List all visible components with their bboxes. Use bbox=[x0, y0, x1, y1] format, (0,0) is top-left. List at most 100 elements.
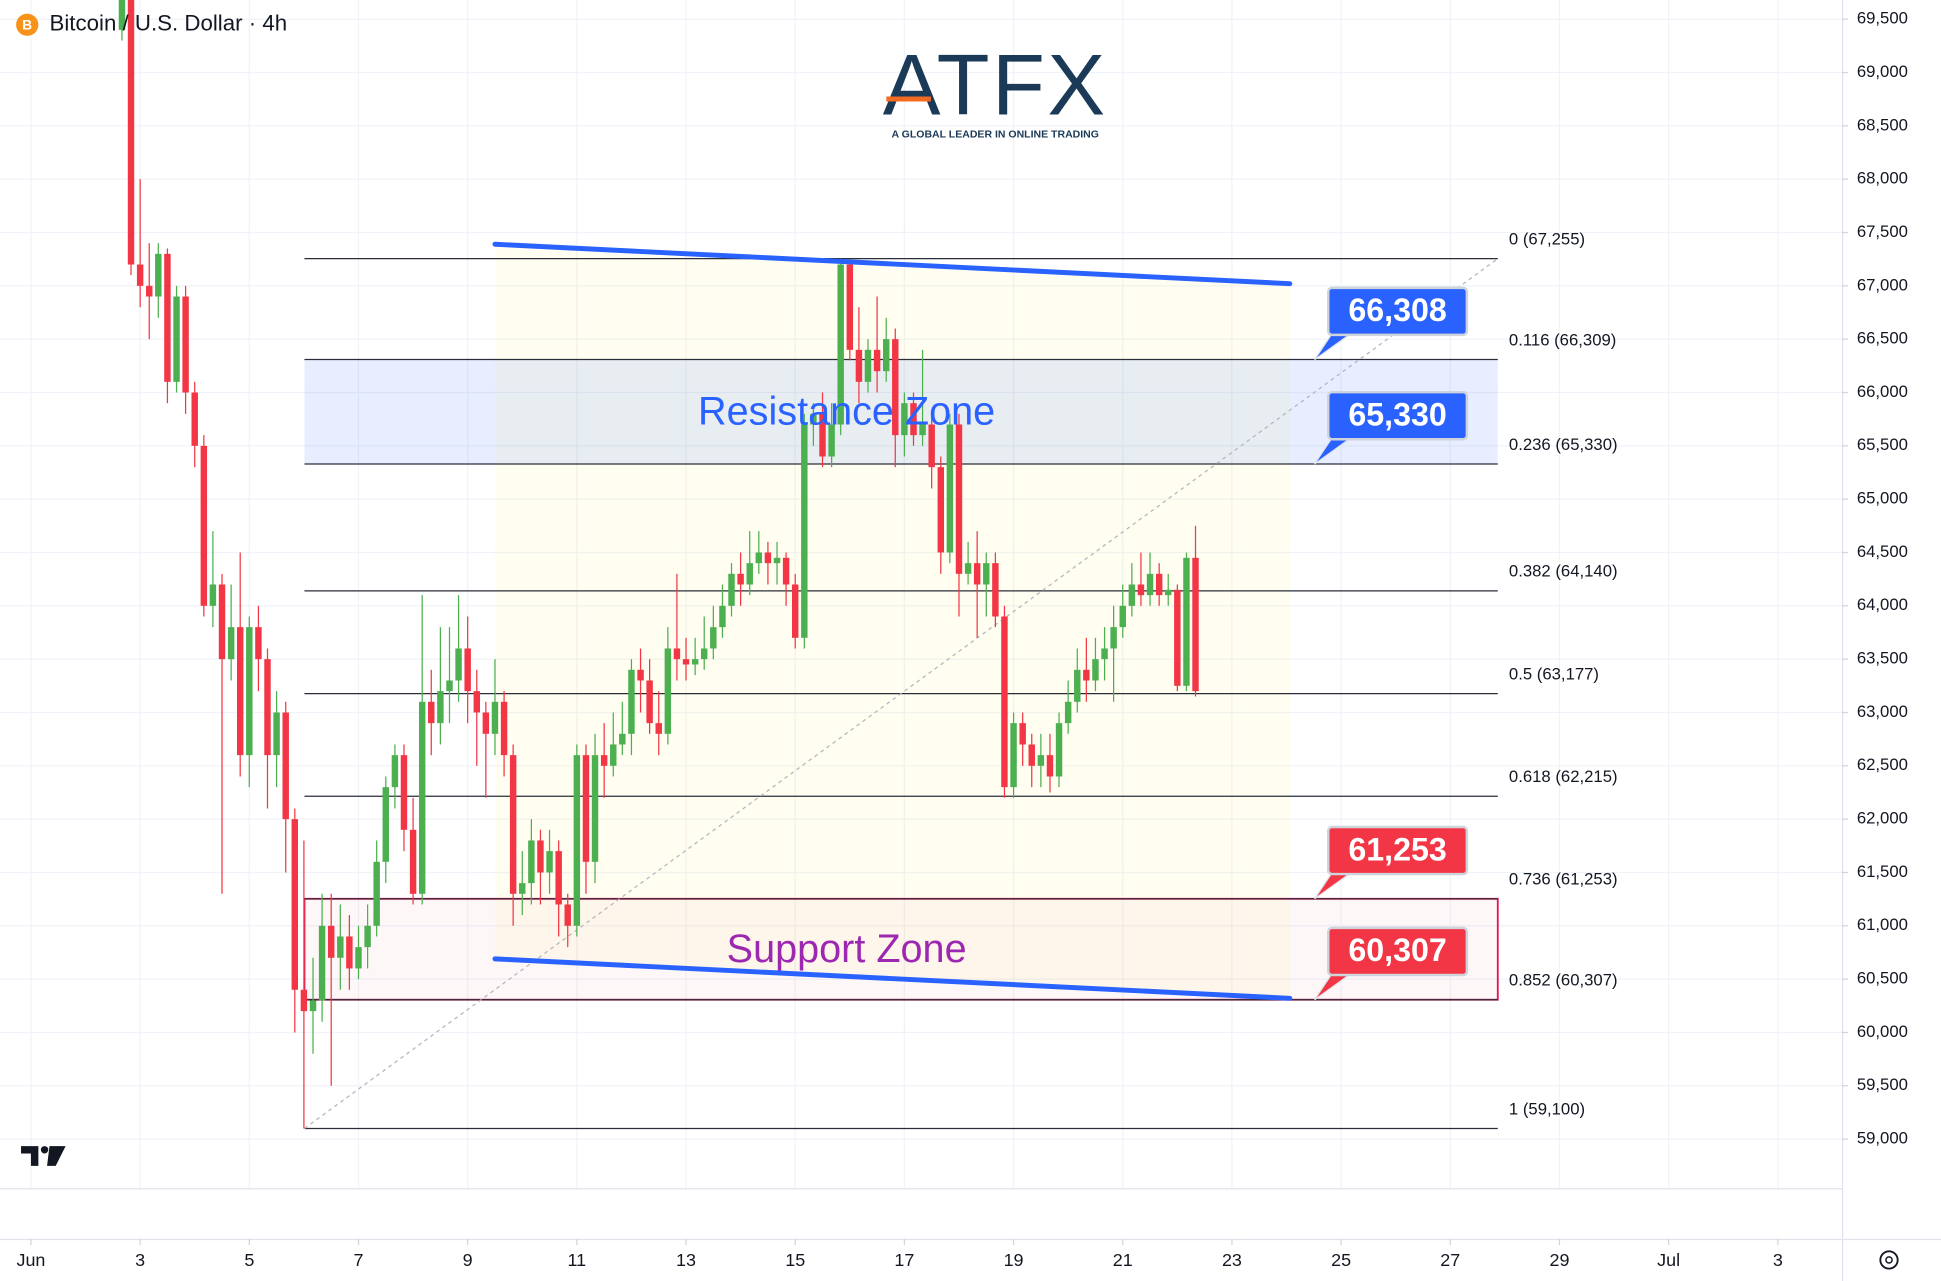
chart-title: Bitcoin / U.S. Dollar · 4h bbox=[50, 11, 288, 36]
candle-body bbox=[200, 445, 208, 606]
candle-body bbox=[1174, 589, 1181, 686]
settings-icon[interactable] bbox=[1879, 1250, 1899, 1270]
candle-body bbox=[446, 680, 453, 692]
settings-gear[interactable] bbox=[1879, 1250, 1899, 1270]
zone-label: Support Zone bbox=[727, 927, 967, 971]
y-tick-label: 59,000 bbox=[1857, 1129, 1908, 1148]
candle-body bbox=[946, 424, 954, 553]
fib-label: 0.382 (64,140) bbox=[1509, 562, 1618, 581]
candle-body bbox=[1083, 669, 1090, 681]
fib-label: 0.618 (62,215) bbox=[1509, 767, 1618, 786]
candle-body bbox=[546, 851, 553, 873]
candle-body bbox=[164, 253, 171, 382]
candle-body bbox=[1019, 723, 1026, 745]
candle-body bbox=[255, 627, 262, 660]
x-tick-label: 15 bbox=[785, 1250, 805, 1270]
fib-label: 1 (59,100) bbox=[1509, 1099, 1585, 1118]
candle-body bbox=[391, 755, 399, 788]
candle-body bbox=[1028, 744, 1035, 766]
candle-body bbox=[737, 573, 744, 585]
fib-label: 0.852 (60,307) bbox=[1509, 971, 1618, 990]
candle-body bbox=[337, 936, 344, 958]
fib-diagonal bbox=[304, 258, 1499, 1129]
bitcoin-icon bbox=[16, 13, 39, 36]
candle-body bbox=[500, 701, 508, 756]
callout-box bbox=[1327, 825, 1469, 876]
bitcoin-icon-glyph: B bbox=[22, 18, 32, 33]
candle-body bbox=[710, 627, 717, 649]
y-tick-label: 64,000 bbox=[1857, 595, 1908, 614]
candle-body bbox=[591, 755, 599, 862]
y-tick-label: 60,500 bbox=[1857, 969, 1908, 988]
candle-body bbox=[191, 392, 198, 446]
zone bbox=[304, 359, 1498, 464]
candle-body bbox=[455, 648, 462, 681]
candle-body bbox=[418, 701, 426, 894]
candle-body bbox=[1064, 701, 1072, 724]
candle-body bbox=[1046, 755, 1054, 777]
candle-body bbox=[555, 851, 562, 905]
callout-box bbox=[1327, 390, 1469, 441]
candle-body bbox=[664, 648, 672, 734]
fib-label: 0 (67,255) bbox=[1509, 230, 1585, 249]
candle-body bbox=[473, 691, 481, 713]
candle-body bbox=[246, 627, 253, 756]
y-tick-label: 64,500 bbox=[1857, 542, 1908, 561]
callout-label: 60,307 bbox=[1348, 932, 1446, 968]
candle-body bbox=[373, 861, 380, 926]
candle-body bbox=[491, 701, 499, 734]
candle-body bbox=[528, 840, 535, 884]
logo: ATFX bbox=[883, 37, 1108, 133]
y-tick-label: 69,500 bbox=[1857, 9, 1908, 28]
candle-body bbox=[355, 947, 362, 969]
candle-body bbox=[437, 691, 444, 724]
candles bbox=[118, 0, 1199, 1129]
fib-label: 0.116 (66,309) bbox=[1509, 330, 1616, 349]
candle-body bbox=[791, 584, 799, 638]
candle-body bbox=[1092, 659, 1099, 681]
candle-body bbox=[637, 669, 644, 681]
candle-body bbox=[983, 563, 990, 585]
candle-body bbox=[1165, 589, 1172, 596]
y-tick-label: 65,500 bbox=[1857, 435, 1908, 454]
candle-body bbox=[819, 413, 826, 457]
x-tick-label: 25 bbox=[1331, 1250, 1351, 1270]
candle-body bbox=[782, 557, 790, 585]
candle-body bbox=[619, 733, 626, 745]
candle-body bbox=[1137, 584, 1145, 596]
candle-body bbox=[136, 264, 144, 286]
y-tick-label: 66,000 bbox=[1857, 382, 1908, 401]
x-tick-label: Jun bbox=[16, 1250, 45, 1270]
candle-body bbox=[855, 349, 863, 382]
x-tick-label: 7 bbox=[353, 1250, 363, 1270]
callout-box bbox=[1327, 926, 1469, 977]
candle-body bbox=[382, 787, 390, 862]
candle-body bbox=[564, 904, 571, 926]
callout-box bbox=[1327, 286, 1469, 337]
candle-body bbox=[537, 840, 544, 873]
fib-label: 0.5 (63,177) bbox=[1509, 664, 1599, 683]
x-tick-label: Jul bbox=[1657, 1250, 1680, 1270]
y-tick-label: 63,000 bbox=[1857, 702, 1908, 721]
y-tick-label: 63,500 bbox=[1857, 649, 1908, 668]
settings-gear-center[interactable] bbox=[1885, 1256, 1893, 1264]
candle-body bbox=[691, 659, 699, 665]
y-tick-label: 68,000 bbox=[1857, 169, 1908, 188]
candle-body bbox=[700, 648, 708, 660]
candle-body bbox=[682, 659, 690, 665]
candle-body bbox=[364, 925, 371, 948]
candle-body bbox=[937, 467, 945, 553]
y-tick-label: 65,000 bbox=[1857, 489, 1908, 508]
trendline bbox=[492, 241, 1293, 287]
candle-body bbox=[173, 296, 180, 382]
candle-body bbox=[955, 424, 963, 574]
candle-body bbox=[828, 424, 835, 457]
candle-body bbox=[837, 264, 844, 425]
candle-body bbox=[764, 552, 772, 564]
y-tick-label: 67,500 bbox=[1857, 222, 1908, 241]
candle-body bbox=[1010, 723, 1017, 788]
y-tick-label: 62,500 bbox=[1857, 755, 1908, 774]
y-tick-label: 61,000 bbox=[1857, 915, 1908, 934]
x-tick-label: 11 bbox=[568, 1250, 587, 1270]
